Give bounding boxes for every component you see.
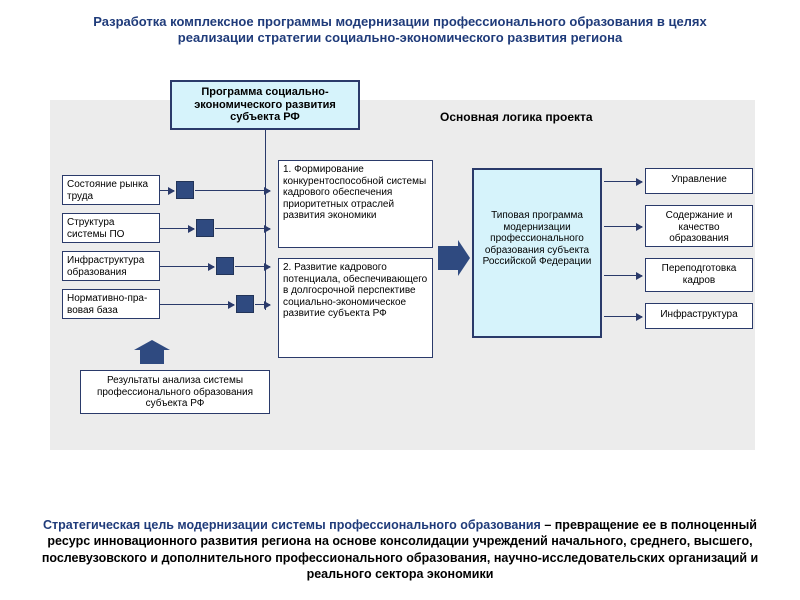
arrow [160,228,194,229]
arrow [215,228,270,229]
up-arrow [140,350,164,364]
top-program-box: Программа социально- экономического разв… [170,80,360,130]
arrow [604,181,642,182]
footer-text: Стратегическая цель модернизации системы… [40,517,760,582]
arrow [195,190,270,191]
connector-vertical [265,160,266,310]
footer-lead: Стратегическая цель модернизации системы… [43,518,541,532]
arrow [255,304,270,305]
input-box: Структура системы ПО [62,213,160,243]
input-box: Состояние рынка труда [62,175,160,205]
output-box: Переподготовка кадров [645,258,753,292]
analysis-box: Результаты анализа системы профессиональ… [80,370,270,414]
arrow [604,316,642,317]
input-box: Нормативно-пра- вовая база [62,289,160,319]
program-box: Типовая программа модернизации профессио… [472,168,602,338]
output-box: Инфраструктура [645,303,753,329]
mid-block: 1. Формирование конкурентоспособной сист… [278,160,433,248]
mid-block: 2. Развитие кадрового потенциала, обеспе… [278,258,433,358]
input-box: Инфраструктура образования [62,251,160,281]
node-square [176,181,194,199]
arrow [604,275,642,276]
output-box: Содержание и качество образования [645,205,753,247]
arrow [604,226,642,227]
node-square [236,295,254,313]
arrow [160,190,174,191]
node-square [196,219,214,237]
arrow [160,266,214,267]
arrow [160,304,234,305]
logic-label: Основная логика проекта [440,110,593,124]
arrow [235,266,270,267]
connector [265,130,266,160]
output-box: Управление [645,168,753,194]
big-arrow [438,246,458,270]
node-square [216,257,234,275]
page-title: Разработка комплексное программы модерни… [60,14,740,47]
